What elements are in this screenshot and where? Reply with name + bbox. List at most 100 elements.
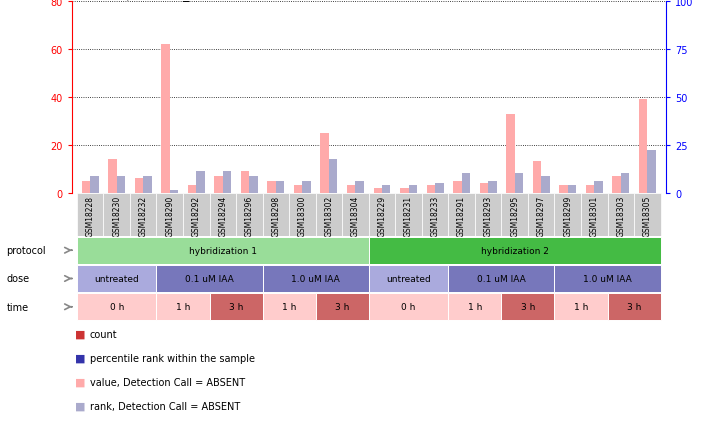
Bar [130, 193, 157, 237]
Bar [77, 265, 157, 293]
Text: 1 h: 1 h [282, 302, 296, 312]
Bar [267, 181, 276, 193]
Text: GSM18230: GSM18230 [112, 195, 121, 237]
Text: 0 h: 0 h [402, 302, 416, 312]
Bar [77, 293, 157, 321]
Bar [374, 188, 382, 193]
Bar [263, 193, 289, 237]
Bar [316, 293, 369, 321]
Text: GSM18304: GSM18304 [351, 195, 360, 237]
Bar [82, 181, 90, 193]
Bar [475, 193, 501, 237]
Text: 0.1 uM IAA: 0.1 uM IAA [185, 274, 234, 283]
Bar [117, 176, 125, 193]
Bar [188, 186, 196, 193]
Bar [422, 193, 448, 237]
Bar [448, 265, 554, 293]
Bar [342, 193, 369, 237]
Text: 1.0 uM IAA: 1.0 uM IAA [583, 274, 632, 283]
Text: 3 h: 3 h [229, 302, 243, 312]
Bar [329, 160, 337, 193]
Text: GSM18231: GSM18231 [404, 195, 413, 237]
Text: 1 h: 1 h [176, 302, 190, 312]
Bar [135, 179, 143, 193]
Bar [647, 150, 656, 193]
Text: hybridization 1: hybridization 1 [189, 246, 257, 255]
Bar [528, 193, 554, 237]
Bar [607, 293, 661, 321]
Bar [639, 100, 647, 193]
Bar [77, 237, 369, 264]
Text: GSM18298: GSM18298 [271, 195, 281, 237]
Bar [210, 293, 263, 321]
Bar [347, 186, 355, 193]
Bar [103, 193, 130, 237]
Text: GSM18233: GSM18233 [430, 195, 440, 237]
Bar [541, 176, 550, 193]
Bar [427, 186, 435, 193]
Bar [621, 174, 629, 193]
Text: ■: ■ [75, 353, 86, 363]
Bar [369, 293, 448, 321]
Text: 0 h: 0 h [110, 302, 124, 312]
Bar [581, 193, 607, 237]
Bar [321, 134, 329, 193]
Bar [435, 184, 443, 193]
Bar [448, 193, 475, 237]
Bar [161, 45, 170, 193]
Text: protocol: protocol [6, 246, 46, 256]
Text: rank, Detection Call = ABSENT: rank, Detection Call = ABSENT [90, 401, 240, 411]
Text: GSM18290: GSM18290 [165, 195, 174, 237]
Bar [90, 176, 99, 193]
Text: GSM18299: GSM18299 [563, 195, 572, 237]
Text: 3 h: 3 h [521, 302, 535, 312]
Bar [196, 171, 205, 193]
Bar [453, 181, 462, 193]
Bar [382, 186, 390, 193]
Bar [249, 176, 258, 193]
Text: GSM18232: GSM18232 [139, 195, 147, 237]
Bar [143, 176, 152, 193]
Text: GSM18303: GSM18303 [616, 195, 625, 237]
Text: GSM18305: GSM18305 [643, 195, 652, 237]
Bar [501, 193, 528, 237]
Text: 1 h: 1 h [468, 302, 482, 312]
Bar [395, 193, 422, 237]
Bar [586, 186, 594, 193]
Text: GSM18291: GSM18291 [457, 195, 466, 237]
Text: GSM18302: GSM18302 [324, 195, 334, 237]
Bar [77, 193, 103, 237]
Bar [263, 293, 316, 321]
Text: GSM18229: GSM18229 [377, 195, 387, 237]
Bar [223, 171, 231, 193]
Text: ■: ■ [75, 329, 86, 339]
Bar [108, 160, 117, 193]
Bar [554, 265, 661, 293]
Text: GSM18293: GSM18293 [483, 195, 493, 237]
Bar [157, 193, 183, 237]
Text: time: time [6, 302, 29, 312]
Bar [236, 193, 263, 237]
Bar [214, 176, 223, 193]
Text: untreated: untreated [95, 274, 139, 283]
Bar [355, 181, 364, 193]
Bar [369, 265, 448, 293]
Bar [294, 186, 302, 193]
Bar [506, 114, 515, 193]
Text: 3 h: 3 h [626, 302, 642, 312]
Bar [400, 188, 409, 193]
Bar [612, 176, 621, 193]
Bar [210, 193, 236, 237]
Text: GSM18297: GSM18297 [537, 195, 546, 237]
Text: GSM18296: GSM18296 [245, 195, 254, 237]
Text: 3 h: 3 h [335, 302, 349, 312]
Bar [480, 184, 488, 193]
Text: count: count [90, 329, 117, 339]
Text: GSM18292: GSM18292 [192, 195, 200, 237]
Bar [157, 265, 263, 293]
Bar [369, 237, 661, 264]
Bar [302, 181, 311, 193]
Text: GSM18228: GSM18228 [86, 195, 95, 236]
Text: GSM18300: GSM18300 [298, 195, 307, 237]
Bar [409, 186, 417, 193]
